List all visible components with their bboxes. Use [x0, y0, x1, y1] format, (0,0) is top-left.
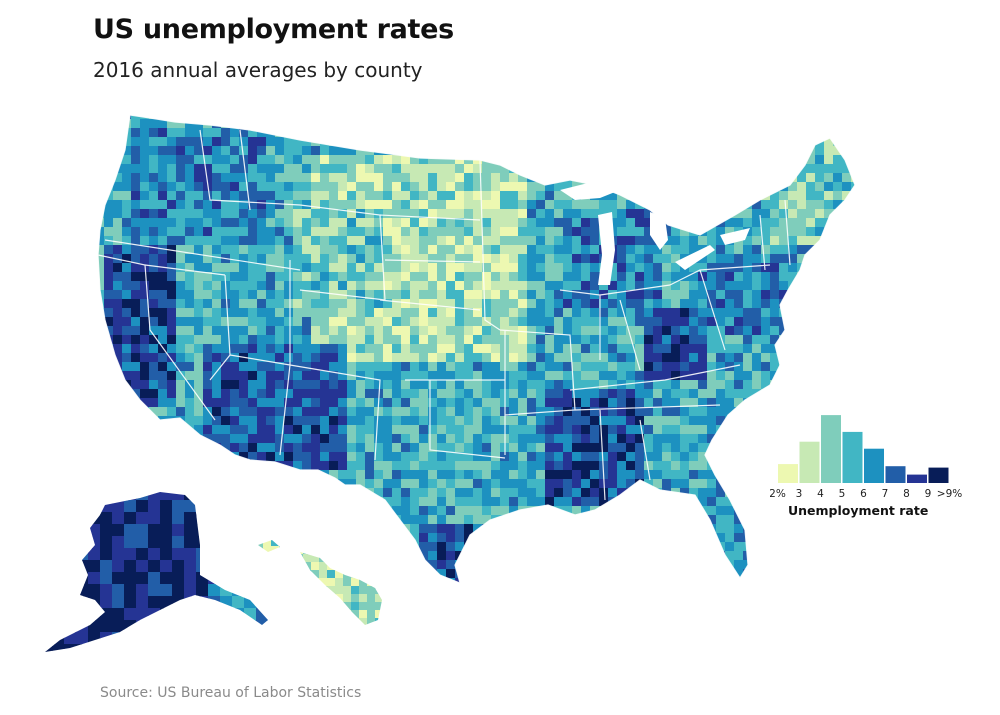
legend-tick-label: 9	[925, 488, 932, 500]
legend-tick-label: 7	[882, 488, 889, 500]
legend-bar-6	[885, 466, 906, 483]
hawaii-counties	[258, 540, 382, 625]
legend-tick-label: 8	[903, 488, 910, 500]
lake-features	[560, 180, 750, 285]
source-note: Source: US Bureau of Labor Statistics	[100, 685, 362, 701]
legend-tick-label: >9%	[937, 488, 962, 500]
page-subtitle: 2016 annual averages by county	[93, 58, 423, 82]
legend-bar-7	[907, 474, 927, 483]
page-title: US unemployment rates	[93, 14, 454, 45]
legend-tick-labels: 2% 3 4 5 6 7 8 9 >9%	[770, 488, 962, 500]
legend-bar-2	[799, 441, 820, 483]
legend-histogram: 2% 3 4 5 6 7 8 9 >9%	[770, 415, 962, 500]
legend-tick-label: 3	[796, 488, 803, 500]
legend-bar-3	[821, 415, 841, 483]
legend-tick-label: 5	[839, 488, 846, 500]
state-borders	[97, 114, 856, 585]
alaska-counties	[45, 492, 268, 652]
legend-bar-5	[864, 448, 884, 483]
contiguous-us-counties	[98, 115, 855, 583]
legend-bars	[778, 415, 949, 483]
legend-tick-label: 6	[860, 488, 867, 500]
legend-bar-4	[842, 431, 863, 483]
legend-title: Unemployment rate	[788, 503, 929, 518]
legend-tick-label: 2%	[770, 488, 786, 500]
legend-tick-label: 4	[817, 488, 824, 500]
legend-bar-8	[928, 467, 949, 483]
legend-bar-1	[778, 464, 798, 483]
